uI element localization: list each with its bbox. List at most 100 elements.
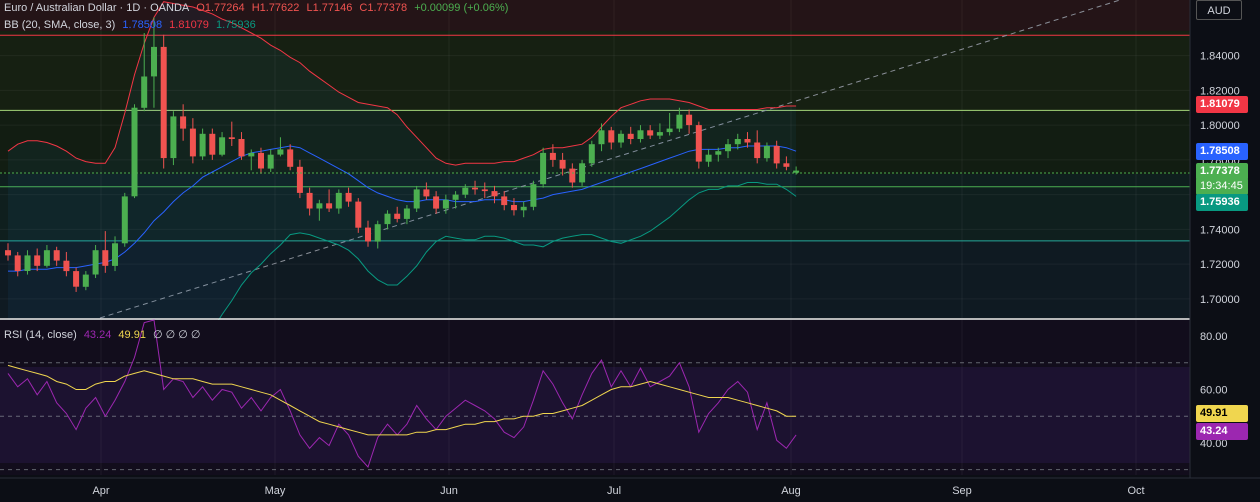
candle-body [199, 133, 206, 157]
candle-body [326, 203, 333, 209]
candle-body [588, 144, 595, 164]
rsi-tag: 43.24 [1196, 423, 1248, 440]
close-value: C1.77378 [359, 2, 408, 14]
price-tick-label: 1.74000 [1200, 224, 1240, 236]
rsi-grid [0, 320, 1190, 475]
bb-basis-value: 1.78508 [122, 19, 163, 31]
candle-body [423, 189, 430, 197]
candle-body [579, 163, 586, 183]
candle-body [189, 128, 196, 157]
candle-body [481, 189, 488, 192]
price-tick-label: 1.80000 [1200, 120, 1240, 132]
candle-body [491, 191, 498, 197]
rsi-ticks: 80.00 60.00 40.00 [1200, 331, 1228, 450]
candle-body [549, 152, 556, 160]
candle-body [267, 154, 274, 169]
rsi-sma-value: 49.91 [118, 329, 146, 341]
candle-body [63, 260, 70, 272]
candle-body [151, 46, 157, 77]
open-value: O1.77264 [196, 2, 245, 14]
rsi-name[interactable]: RSI (14, close) [4, 329, 77, 341]
bb-name[interactable]: BB (20, SMA, close, 3) [4, 19, 116, 31]
candle-body [608, 130, 615, 143]
candle-body [676, 114, 683, 129]
candle-body [258, 152, 264, 169]
candle-body [92, 250, 99, 275]
candle-body [73, 271, 80, 287]
rsi-legend[interactable]: RSI (14, close) 43.24 49.91 ∅ ∅ ∅ ∅ [4, 328, 205, 341]
candle-body [598, 130, 605, 145]
rsi-lines [7, 319, 797, 468]
bb-lower-value: 1.75936 [215, 19, 256, 31]
candle-body [102, 250, 109, 266]
currency-label[interactable]: AUD [1196, 0, 1242, 20]
price-header[interactable]: Euro / Australian Dollar · 1D · OANDA O1… [4, 2, 512, 14]
candle-body [43, 250, 50, 266]
price-tick-label: 1.70000 [1200, 294, 1240, 306]
time-tick-label: Apr [92, 485, 109, 497]
candle-body [452, 194, 459, 200]
candle-body [744, 139, 751, 143]
rsi-tick-label: 40.00 [1200, 438, 1228, 450]
horizontal-levels [0, 34, 1190, 242]
candle-body [773, 146, 780, 164]
price-tick-label: 1.72000 [1200, 259, 1240, 271]
candle-body [520, 206, 527, 211]
price-tick-label: 1.84000 [1200, 51, 1240, 63]
candle-body [121, 196, 128, 244]
candle-body [403, 208, 410, 219]
candle-body [296, 166, 303, 193]
time-tick-label: Sep [952, 485, 972, 497]
grid [0, 0, 1190, 318]
candle-body [686, 114, 693, 126]
symbol-title[interactable]: Euro / Australian Dollar · 1D · OANDA [4, 2, 190, 14]
candle-body [131, 107, 138, 197]
last-price-tag: 1.77378 [1196, 163, 1248, 180]
candle-body [14, 255, 21, 271]
zone-middle [0, 111, 1190, 174]
candle-body [618, 133, 624, 143]
price-tick-label: 1.82000 [1200, 85, 1240, 97]
candle-body [112, 243, 118, 266]
candle-body [511, 205, 517, 211]
candle-body [540, 152, 547, 185]
price-axis[interactable] [1190, 0, 1260, 478]
time-axis[interactable] [0, 478, 1260, 502]
candles [5, 17, 800, 292]
candle-body [160, 46, 167, 159]
rsi-tick-label: 80.00 [1200, 331, 1228, 343]
candle-body [413, 189, 420, 209]
candle-body [637, 130, 644, 139]
candle-body [345, 192, 352, 202]
time-tick-label: Aug [781, 485, 801, 497]
time-tick-label: Oct [1127, 485, 1144, 497]
candle-body [656, 132, 663, 136]
candle-body [442, 199, 449, 209]
candle-body [5, 250, 11, 256]
candle-body [734, 139, 741, 145]
zone-top [0, 0, 1190, 31]
candle-body [647, 130, 654, 136]
candle-body [34, 255, 41, 266]
trend-line [99, 0, 1121, 319]
candle-body [374, 224, 381, 242]
candle-body [209, 133, 216, 155]
candle-body [53, 250, 60, 261]
candle-body [82, 274, 89, 287]
candle-body [695, 125, 702, 162]
bb-legend[interactable]: BB (20, SMA, close, 3) 1.78508 1.81079 1… [4, 19, 260, 31]
zone-bottom [0, 241, 1190, 318]
candle-body [219, 137, 226, 155]
bb-basis-line [8, 145, 797, 272]
candle-body [384, 213, 391, 225]
rsi-band [0, 367, 1190, 463]
zone-upper [0, 31, 1190, 111]
candle-body [170, 116, 177, 159]
candle-body [365, 227, 371, 242]
candle-body [228, 137, 235, 139]
countdown-tag: 19:34:45 [1196, 178, 1248, 195]
candle-body [725, 144, 731, 152]
candle-body [335, 192, 342, 209]
rsi-extra: ∅ ∅ ∅ ∅ [153, 329, 201, 341]
